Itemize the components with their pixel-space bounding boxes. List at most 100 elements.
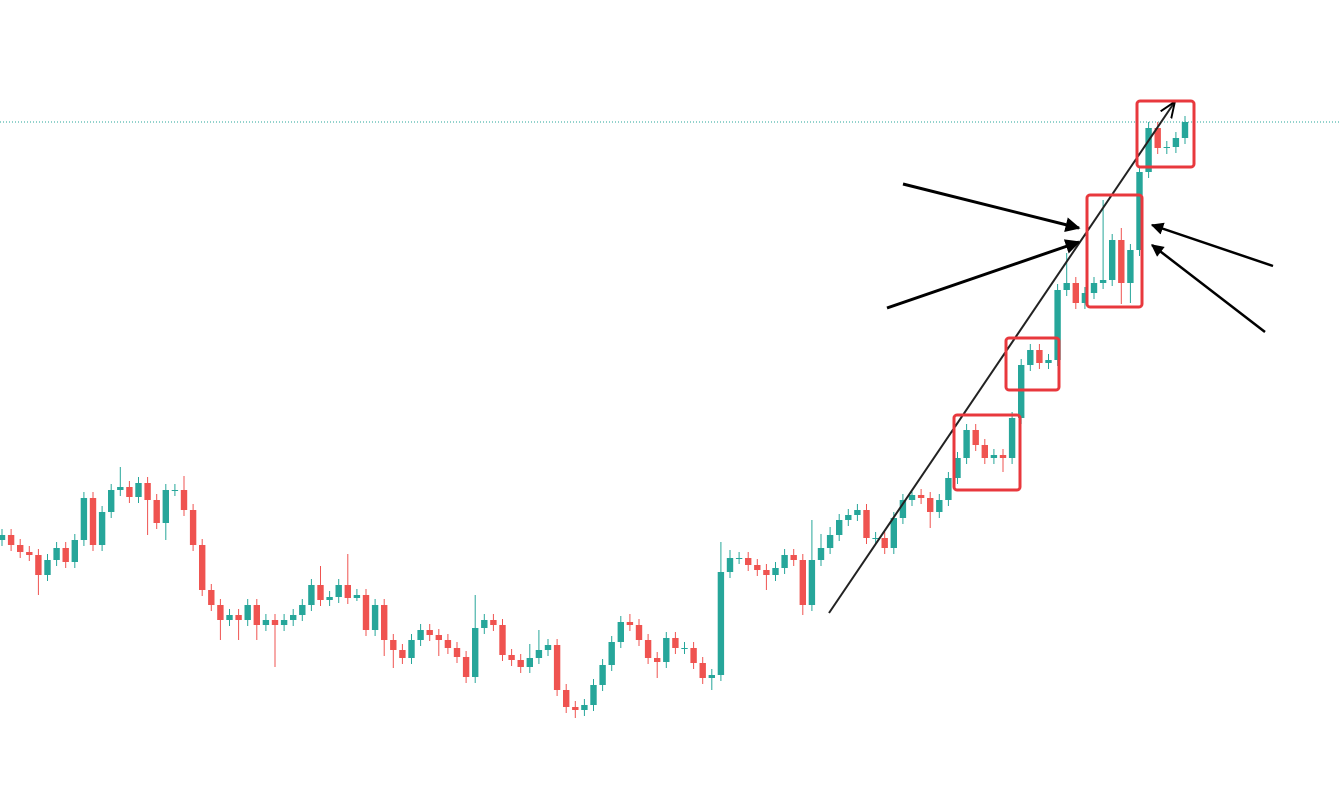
- candle-body: [7, 535, 15, 545]
- candle-body: [535, 650, 543, 658]
- candle-body: [162, 490, 169, 523]
- candle-body: [872, 538, 879, 539]
- candle-body: [626, 622, 634, 625]
- arrow: [886, 239, 1081, 310]
- candle-body: [135, 483, 142, 497]
- candle-body: [244, 605, 251, 620]
- candle-body: [171, 490, 179, 491]
- candle-body: [963, 430, 970, 458]
- candle-body: [417, 630, 424, 640]
- candle-body: [98, 512, 106, 545]
- candle-body: [472, 628, 479, 677]
- candle-body: [590, 685, 597, 705]
- candle-body: [1099, 280, 1107, 283]
- candle-body: [708, 675, 715, 678]
- candle-body: [1163, 147, 1170, 148]
- candle-body: [71, 540, 78, 562]
- candle-body: [235, 615, 242, 620]
- candle-body: [863, 510, 870, 538]
- candle-body: [890, 518, 897, 548]
- candle-body: [1090, 283, 1098, 293]
- candle-body: [945, 478, 952, 500]
- candle-body: [1154, 128, 1161, 148]
- highlight-box: [1085, 193, 1144, 309]
- candle-body: [444, 640, 452, 648]
- candle-body: [917, 495, 925, 498]
- candle-body: [390, 640, 397, 650]
- candle-body: [308, 585, 315, 605]
- candle-body: [781, 555, 788, 568]
- candle-body: [208, 590, 215, 605]
- candle-body: [808, 560, 816, 605]
- candle-body: [353, 595, 361, 598]
- candle-body: [1081, 293, 1089, 303]
- candle-body: [344, 585, 351, 598]
- candle-body: [453, 648, 461, 657]
- trend-line: [828, 103, 1174, 614]
- candle-body: [481, 620, 488, 628]
- candle-body: [280, 620, 288, 625]
- candle-body: [217, 605, 224, 620]
- candle-body: [572, 707, 579, 710]
- candle-body: [1045, 360, 1052, 363]
- candle-body: [817, 548, 825, 560]
- candle-body: [999, 455, 1007, 458]
- candle-body: [317, 585, 324, 600]
- candle-body: [299, 605, 306, 615]
- candle-body: [153, 500, 160, 523]
- candle-body: [1127, 250, 1134, 283]
- candle-body: [253, 605, 260, 625]
- candle-body: [462, 657, 470, 677]
- candle-body: [35, 555, 42, 575]
- candle-body: [563, 690, 570, 707]
- candle-body: [508, 655, 515, 660]
- candle-body: [672, 638, 679, 648]
- candle-body: [608, 642, 615, 665]
- candle-body: [1027, 350, 1034, 365]
- candle-body: [990, 455, 998, 458]
- candle-body: [408, 640, 415, 658]
- candle-body: [690, 648, 697, 663]
- candle-body: [517, 660, 524, 667]
- candle-body: [144, 483, 151, 500]
- candle-body: [790, 555, 797, 560]
- candle-body: [1145, 128, 1152, 172]
- candle-body: [44, 560, 51, 575]
- arrow: [1151, 244, 1266, 333]
- candle-body: [362, 595, 370, 630]
- annotations: [828, 99, 1274, 614]
- candle-body: [654, 658, 661, 662]
- candle-body: [371, 605, 379, 630]
- candle-body: [326, 597, 333, 600]
- candle-body: [335, 585, 342, 597]
- candle-body: [754, 565, 761, 570]
- candle-body: [226, 615, 233, 620]
- candle-body: [1036, 350, 1043, 363]
- candle-body: [89, 498, 97, 545]
- candle-body: [1008, 418, 1016, 458]
- candle-body: [644, 640, 652, 658]
- candle-body: [199, 545, 206, 590]
- candle-body: [936, 500, 943, 512]
- candle-body: [499, 625, 506, 655]
- candle-body: [189, 510, 197, 545]
- candle-body: [799, 560, 806, 605]
- candle-body: [53, 548, 60, 560]
- candle-body: [80, 498, 88, 540]
- candle-body: [981, 445, 988, 458]
- candle-body: [381, 605, 388, 640]
- candle-body: [180, 490, 188, 510]
- candle-body: [1109, 240, 1116, 280]
- candle-body: [435, 635, 442, 640]
- candle-body: [663, 638, 670, 662]
- candle-body: [1172, 138, 1180, 147]
- candle-body: [599, 665, 606, 685]
- candles: [0, 116, 1189, 718]
- candle-body: [581, 705, 588, 710]
- candle-body: [826, 535, 834, 548]
- candle-body: [836, 520, 843, 535]
- candle-body: [399, 650, 406, 658]
- candle-body: [763, 570, 770, 575]
- candle-body: [108, 490, 115, 512]
